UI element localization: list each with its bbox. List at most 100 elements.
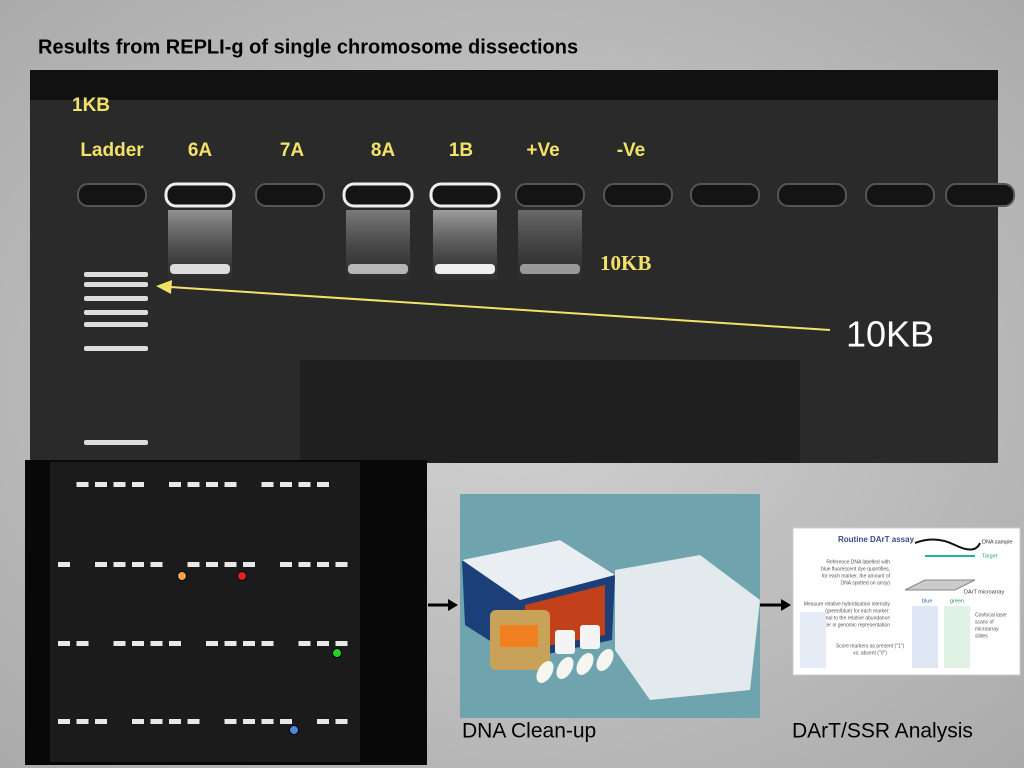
well bbox=[603, 183, 673, 207]
small-gel-band bbox=[95, 482, 107, 487]
small-gel-band bbox=[150, 641, 163, 646]
small-gel-band bbox=[280, 562, 292, 567]
dna-band bbox=[435, 264, 495, 274]
well bbox=[77, 183, 147, 207]
flow-arrowhead bbox=[781, 599, 791, 611]
dart-note: Confocal laser bbox=[975, 612, 1007, 618]
small-gel-band bbox=[76, 641, 89, 646]
well bbox=[255, 183, 325, 207]
small-gel-band bbox=[243, 562, 255, 567]
small-gel-band bbox=[243, 641, 255, 646]
well bbox=[515, 183, 585, 207]
kit-bottle bbox=[555, 630, 575, 654]
small-gel-band bbox=[298, 482, 311, 487]
small-gel-band bbox=[335, 641, 348, 646]
flow-arrowhead bbox=[448, 599, 458, 611]
small-gel-band bbox=[113, 641, 126, 646]
lane-label: -Ve bbox=[617, 140, 646, 161]
kit-tube bbox=[596, 649, 614, 671]
small-gel-band bbox=[76, 482, 89, 487]
small-gel-band bbox=[150, 719, 163, 724]
dart-left-grid bbox=[800, 612, 826, 668]
dart-note: Measure relative hybridisation intensity bbox=[804, 601, 891, 607]
band-label: 10KB bbox=[600, 251, 651, 275]
dart-title: Routine DArT assay bbox=[838, 535, 915, 544]
kit-tube bbox=[576, 653, 594, 675]
small-gel-band bbox=[169, 641, 181, 646]
small-gel-band bbox=[317, 482, 329, 487]
slide-title: Results from REPLI-g of single chromosom… bbox=[38, 36, 578, 58]
small-gel-band bbox=[95, 719, 107, 724]
small-gel-band bbox=[298, 562, 311, 567]
lane-label: +Ve bbox=[526, 140, 559, 161]
small-gel-band bbox=[187, 562, 200, 567]
dart-note: vs. absent ("0") bbox=[853, 650, 887, 656]
small-gel-band bbox=[113, 482, 126, 487]
kit-bottle bbox=[580, 625, 600, 649]
well bbox=[342, 182, 414, 208]
small-gel-band bbox=[132, 562, 144, 567]
ladder-band bbox=[84, 440, 148, 445]
dart-label: green bbox=[950, 598, 964, 604]
small-gel-band bbox=[58, 641, 70, 646]
caption: DNA Clean-up bbox=[462, 720, 596, 743]
marker-dot bbox=[332, 648, 342, 658]
dart-note: Proportional to the relative abundance bbox=[805, 615, 890, 621]
marker-dot bbox=[289, 725, 299, 735]
small-gel-band bbox=[169, 482, 181, 487]
dna-band bbox=[520, 264, 580, 274]
dart-label: Target bbox=[982, 553, 998, 559]
marker-dot bbox=[237, 571, 247, 581]
ladder-band bbox=[84, 296, 148, 301]
small-gel-band bbox=[317, 719, 329, 724]
small-gel-band bbox=[224, 562, 237, 567]
kit-bag bbox=[615, 555, 760, 700]
dart-note: blue fluorescent dye quantifies, bbox=[821, 566, 890, 572]
ladder-band bbox=[84, 322, 148, 327]
small-gel-band bbox=[261, 719, 274, 724]
small-gel-lane-area bbox=[50, 462, 360, 762]
well bbox=[865, 183, 935, 207]
dart-label: DArT microarray bbox=[964, 589, 1004, 595]
annotation-arrow bbox=[169, 286, 831, 331]
well bbox=[945, 183, 1015, 207]
small-gel-band bbox=[113, 562, 126, 567]
dna-band bbox=[170, 264, 230, 274]
small-gel-band bbox=[261, 641, 274, 646]
small-gel-band bbox=[243, 719, 255, 724]
lane-header: 1KB bbox=[72, 95, 110, 116]
kit-tube bbox=[556, 657, 574, 679]
lane-label: 8A bbox=[371, 140, 396, 161]
dart-note: of marker in genomic representation bbox=[810, 622, 890, 628]
dart-note: scans of bbox=[975, 619, 994, 625]
small-gel-band bbox=[132, 719, 144, 724]
small-gel-band bbox=[317, 641, 329, 646]
annotation: 10KB bbox=[846, 314, 934, 355]
small-gel-band bbox=[58, 562, 70, 567]
lane-label: Ladder bbox=[80, 140, 144, 161]
small-gel-band bbox=[150, 562, 163, 567]
dart-array bbox=[904, 579, 976, 591]
lane-label: 7A bbox=[280, 140, 305, 161]
kit-warning bbox=[500, 625, 538, 647]
small-gel-band bbox=[224, 641, 237, 646]
ladder-band bbox=[84, 282, 148, 287]
well bbox=[777, 183, 847, 207]
dart-green-grid bbox=[944, 606, 970, 668]
lane-label: 6A bbox=[188, 140, 213, 161]
dart-note: for each marker, the amount of bbox=[822, 573, 891, 579]
well bbox=[690, 183, 760, 207]
ladder-band bbox=[84, 346, 148, 351]
kit-box-top bbox=[462, 540, 615, 600]
gel-shadow bbox=[300, 360, 800, 463]
dart-dna-strand bbox=[914, 538, 981, 551]
dart-label: blue bbox=[922, 598, 932, 604]
small-gel-band bbox=[280, 719, 292, 724]
small-gel-band bbox=[335, 562, 348, 567]
small-gel-band bbox=[95, 562, 107, 567]
dart-label: DNA sample bbox=[982, 539, 1013, 545]
small-gel-band bbox=[224, 719, 237, 724]
dart-note: DNA spotted on array) bbox=[841, 580, 891, 586]
ladder-band bbox=[84, 272, 148, 277]
